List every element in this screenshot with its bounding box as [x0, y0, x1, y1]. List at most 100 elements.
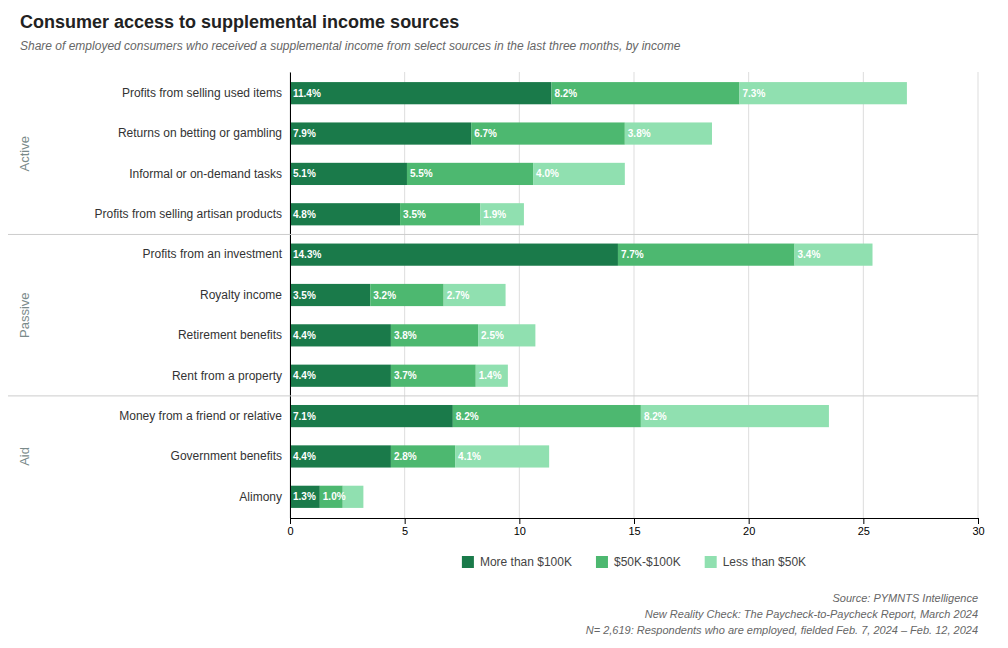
x-tick-mark	[749, 518, 750, 524]
x-tick-label: 25	[858, 525, 870, 537]
group-label: Active	[17, 136, 32, 171]
x-tick-label: 10	[514, 525, 526, 537]
data-label: 3.5%	[293, 290, 316, 301]
legend-label: More than $100K	[480, 555, 572, 569]
bar	[739, 82, 906, 104]
legend-swatch	[705, 556, 717, 568]
group-label: Aid	[17, 447, 32, 466]
data-label: 7.3%	[742, 88, 765, 99]
bar	[290, 244, 618, 266]
x-tick-mark	[634, 518, 635, 524]
y-tick: Profits from an investment	[143, 247, 290, 261]
bar	[343, 486, 364, 508]
bar	[471, 122, 625, 144]
x-tick: 25	[858, 518, 870, 537]
data-label: 4.4%	[293, 451, 316, 462]
x-tick: 10	[514, 518, 526, 537]
bar-series	[290, 82, 618, 508]
source-lines: Source: PYMNTS IntelligenceNew Reality C…	[586, 592, 978, 636]
data-label: 1.0%	[323, 491, 346, 502]
bar	[551, 82, 739, 104]
y-tick-label: Rent from a property	[172, 369, 282, 383]
grid-line	[978, 72, 979, 518]
bar	[391, 445, 455, 467]
x-tick: 30	[972, 518, 984, 537]
data-label: 4.8%	[293, 209, 316, 220]
x-tick-label: 30	[972, 525, 984, 537]
bars	[290, 82, 907, 508]
y-tick: Profits from selling used items	[122, 86, 290, 100]
y-tick-label: Retirement benefits	[178, 328, 282, 342]
x-tick-mark	[290, 518, 291, 524]
data-label: 7.9%	[293, 128, 316, 139]
y-tick: Profits from selling artisan products	[95, 207, 290, 221]
x-tick: 15	[628, 518, 640, 537]
bar	[533, 163, 625, 185]
title: Consumer access to supplemental income s…	[20, 12, 459, 32]
data-label: 3.8%	[394, 330, 417, 341]
x-tick: 5	[402, 518, 408, 537]
group-separator	[8, 234, 978, 235]
data-labels: 11.4%7.9%5.1%4.8%14.3%3.5%4.4%4.4%7.1%4.…	[293, 88, 820, 503]
data-label: 4.4%	[293, 370, 316, 381]
bar	[641, 405, 829, 427]
x-tick-label: 5	[402, 525, 408, 537]
data-label: 3.4%	[798, 249, 821, 260]
bar	[290, 324, 391, 346]
bar	[290, 163, 407, 185]
x-tick-mark	[519, 518, 520, 524]
bar	[391, 324, 478, 346]
grid-line	[863, 72, 864, 518]
data-label: 5.5%	[410, 168, 433, 179]
y-tick: Money from a friend or relative	[119, 409, 290, 423]
x-tick-mark	[978, 518, 979, 524]
source-line: Source: PYMNTS Intelligence	[832, 592, 978, 604]
bar	[480, 203, 524, 225]
y-tick: Returns on betting or gambling	[118, 126, 290, 140]
bar	[455, 445, 549, 467]
grid	[290, 72, 978, 518]
bar	[453, 405, 641, 427]
bar	[290, 365, 391, 387]
data-label: 2.8%	[394, 451, 417, 462]
x-axis: 051015202530	[287, 518, 984, 537]
bar	[290, 122, 471, 144]
data-label: 4.1%	[458, 451, 481, 462]
group-label: Passive	[17, 292, 32, 338]
x-tick-mark	[863, 518, 864, 524]
bar	[290, 203, 400, 225]
groups: Active Passive Aid	[8, 136, 978, 466]
data-label: 2.5%	[481, 330, 504, 341]
legend-item: $50K-$100K	[596, 555, 681, 569]
y-tick: Government benefits	[171, 449, 290, 463]
bar	[370, 284, 443, 306]
subtitle: Share of employed consumers who received…	[20, 39, 681, 53]
bar	[407, 163, 533, 185]
y-tick-label: Profits from an investment	[143, 247, 283, 261]
legend-label: $50K-$100K	[614, 555, 681, 569]
bar-series	[343, 82, 907, 508]
grid-line	[748, 72, 749, 518]
data-label: 6.7%	[474, 128, 497, 139]
data-label: 8.2%	[456, 411, 479, 422]
bar	[290, 82, 551, 104]
x-tick-label: 20	[743, 525, 755, 537]
legend-label: Less than $50K	[723, 555, 806, 569]
bar	[618, 244, 795, 266]
bar	[478, 324, 535, 346]
data-label: 7.7%	[621, 249, 644, 260]
y-tick: Informal or on-demand tasks	[129, 167, 290, 181]
data-label: 4.4%	[293, 330, 316, 341]
data-label: 11.4%	[293, 88, 321, 99]
legend: More than $100K $50K-$100K Less than $50K	[462, 555, 806, 569]
chart: Consumer access to supplemental income s…	[0, 0, 1008, 648]
bar	[400, 203, 480, 225]
x-axis-line	[291, 519, 979, 525]
plot: 11.4%7.9%5.1%4.8%14.3%3.5%4.4%4.4%7.1%4.…	[8, 72, 985, 537]
bar	[795, 244, 873, 266]
data-label: 8.2%	[644, 411, 667, 422]
bar	[444, 284, 506, 306]
y-tick-label: Government benefits	[171, 449, 282, 463]
x-tick: 20	[743, 518, 755, 537]
y-tick-label: Profits from selling artisan products	[95, 207, 282, 221]
